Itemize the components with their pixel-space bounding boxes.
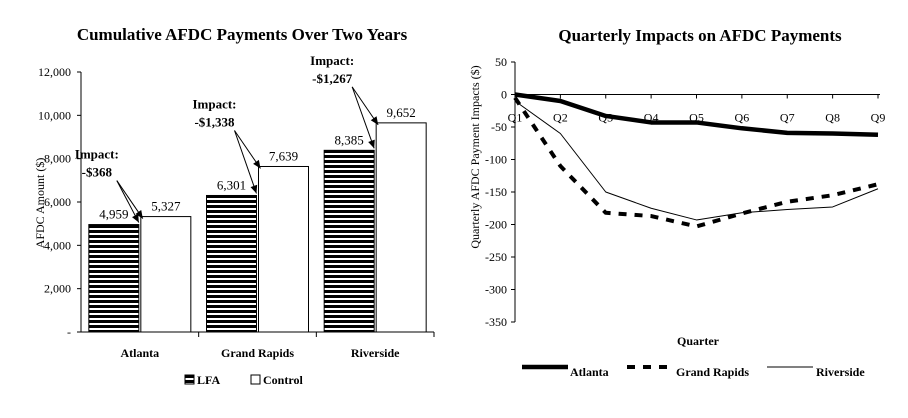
line-chart-y-tick-label: 0 <box>501 88 507 102</box>
impact-arrowhead-lfa-grand-rapids <box>250 184 258 194</box>
line-chart-y-tick-label: -100 <box>485 153 507 167</box>
legend-label-lfa: LFA <box>197 373 220 387</box>
series-line-atlanta <box>514 92 879 138</box>
line-chart-y-axis-label: Quarterly AFDC Payment Impacts ($) <box>468 65 482 248</box>
bar-chart-bars <box>88 122 427 333</box>
line-chart-y-tick-label: -250 <box>485 250 507 264</box>
impact-value-riverside: -$1,267 <box>312 71 353 86</box>
line-chart-title: Quarterly Impacts on AFDC Payments <box>558 26 842 45</box>
bar-chart-data-labels: 4,959 5,327 6,301 7,639 8,385 9,652 <box>99 105 416 222</box>
impact-arrowhead-lfa-atlanta <box>132 213 139 223</box>
data-label-lfa-riverside: 8,385 <box>335 132 364 147</box>
bar-control-riverside <box>375 122 427 333</box>
legend-swatch-control <box>250 374 261 385</box>
line-chart-y-tick-label: -50 <box>491 120 507 134</box>
impact-value-atlanta: -$368 <box>82 165 113 180</box>
bar-chart-legend: LFA Control <box>184 373 303 387</box>
data-label-control-grand-rapids: 7,639 <box>269 148 298 163</box>
bar-chart-category-label-atlanta: Atlanta <box>120 346 159 360</box>
bar-lfa-riverside <box>323 149 375 333</box>
line-chart-y-tick-label: 50 <box>495 55 507 69</box>
line-chart-x-tick-label-q2: Q2 <box>553 111 568 125</box>
legend-label-grand-rapids: Grand Rapids <box>676 365 749 379</box>
line-chart-y-tick-label: -200 <box>485 218 507 232</box>
impact-title-grand-rapids: Impact: <box>192 96 236 111</box>
impact-arrow-lfa-grand-rapids <box>234 130 257 194</box>
legend-label-control: Control <box>263 373 303 387</box>
bar-chart-y-tick-label: 10,000 <box>38 108 71 122</box>
legend-label-riverside: Riverside <box>816 365 865 379</box>
legend-label-atlanta: Atlanta <box>570 365 609 379</box>
bar-chart-title: Cumulative AFDC Payments Over Two Years <box>77 25 408 44</box>
bar-lfa-atlanta <box>88 224 140 333</box>
impact-arrowhead-control-atlanta <box>135 210 143 219</box>
bar-chart-y-ticks: - 2,000 4,000 6,000 8,000 10,000 12,000 <box>38 65 81 339</box>
line-chart: Quarterly Impacts on AFDC Payments Quart… <box>468 26 885 379</box>
impact-title-riverside: Impact: <box>310 53 354 68</box>
legend-swatch-lfa <box>184 374 195 385</box>
series-line-riverside <box>514 100 879 221</box>
data-label-control-atlanta: 5,327 <box>151 199 181 214</box>
bar-chart-category-label-grand-rapids: Grand Rapids <box>221 346 294 360</box>
line-chart-x-tick-label-q8: Q8 <box>825 111 840 125</box>
line-chart-y-tick-label: -350 <box>485 315 507 329</box>
line-chart-x-tick-label-q9: Q9 <box>871 111 886 125</box>
bar-chart-category-labels: Atlanta Grand Rapids Riverside <box>120 332 435 360</box>
bar-control-atlanta <box>140 216 192 333</box>
data-label-lfa-grand-rapids: 6,301 <box>217 177 246 192</box>
impact-arrowhead-control-grand-rapids <box>253 159 261 169</box>
bar-chart-y-axis-label: AFDC Amount ($) <box>33 158 47 249</box>
data-label-lfa-atlanta: 4,959 <box>99 207 128 222</box>
line-chart-series <box>513 92 879 229</box>
line-chart-x-axis-label: Quarter <box>677 334 720 348</box>
bar-chart-category-label-riverside: Riverside <box>351 346 400 360</box>
line-chart-legend: Atlanta Grand Rapids Riverside <box>522 364 865 379</box>
line-chart-y-tick-label: -150 <box>485 185 507 199</box>
bar-chart: Cumulative AFDC Payments Over Two Years … <box>33 25 435 387</box>
line-chart-y-tick-label: -300 <box>485 283 507 297</box>
series-line-grand-rapids <box>513 96 879 229</box>
bar-chart-impact-annotations: Impact: -$368 Impact: -$1,338 Impact: -$1,267 <box>75 53 379 223</box>
line-chart-x-tick-label-q6: Q6 <box>735 111 750 125</box>
data-label-control-riverside: 9,652 <box>387 105 416 120</box>
impact-arrowhead-lfa-riverside <box>368 139 375 149</box>
bar-control-grand-rapids <box>258 165 309 333</box>
line-chart-x-tick-label-q7: Q7 <box>780 111 795 125</box>
bar-chart-y-tick-label: 2,000 <box>44 282 71 296</box>
bar-chart-y-tick-label: - <box>67 325 71 339</box>
bar-chart-y-tick-label: 8,000 <box>44 152 71 166</box>
line-chart-y-ticks: 50 0 -50 -100 -150 -200 -250 -300 -350 <box>485 55 515 329</box>
bar-lfa-grand-rapids <box>206 194 257 333</box>
impact-arrowhead-control-riverside <box>370 116 379 125</box>
impact-arrow-lfa-riverside <box>351 86 375 149</box>
impact-title-atlanta: Impact: <box>75 147 119 162</box>
bar-chart-y-tick-label: 6,000 <box>44 195 71 209</box>
bar-chart-y-tick-label: 4,000 <box>44 238 71 252</box>
line-chart-x-ticks: Q1 Q2 Q3 Q4 Q5 Q6 Q7 Q8 Q9 <box>508 94 886 125</box>
bar-chart-y-tick-label: 12,000 <box>38 65 71 79</box>
impact-value-grand-rapids: -$1,338 <box>194 114 235 129</box>
